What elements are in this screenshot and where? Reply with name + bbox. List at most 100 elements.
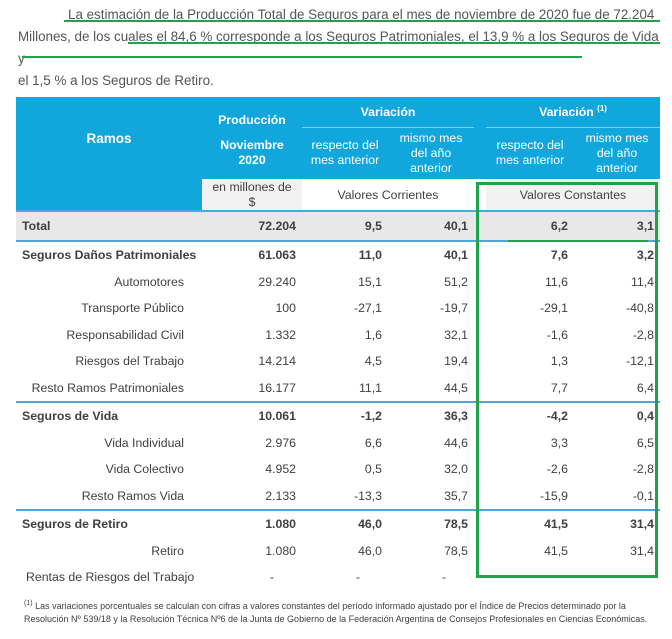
var-ano-constante: -2,8 — [632, 327, 655, 342]
var-ano-corriente: 44,5 — [444, 380, 468, 395]
var-ano-corriente: 35,7 — [444, 488, 468, 503]
table-row: Resto Ramos Vida 2.133 -13,3 35,7 -15,9 -0,1 — [16, 483, 660, 511]
table-row: Riesgos del Trabajo 14.214 4,5 19,4 1,3 -12,1 — [16, 348, 660, 375]
row-label: Responsabilidad Civil — [66, 327, 184, 342]
produccion-value: 2.133 — [265, 488, 296, 503]
var-ano-corriente: 44,6 — [444, 435, 468, 450]
var-ano-constante: -40,8 — [625, 301, 655, 316]
var-ano-constante: -0,1 — [632, 488, 655, 503]
footnote: (1) Las variaciones porcentuales se calc… — [24, 600, 648, 624]
var-mes-corriente: 0,5 — [364, 462, 382, 477]
row-label: Transporte Público — [81, 301, 184, 316]
var-ano-corriente: -19,7 — [439, 301, 468, 316]
table-row: Seguros Daños Patrimoniales 61.063 11,0 40,… — [16, 241, 660, 269]
col-mes-anterior: respecto del mes anterior — [302, 127, 388, 179]
produccion-header: Producción — [202, 97, 302, 127]
var-mes-corriente: - — [355, 570, 360, 585]
produccion-value: 1.332 — [265, 327, 296, 342]
highlight-underline — [22, 56, 582, 58]
row-label: Total — [16, 211, 202, 242]
variacion-header: Variación — [302, 97, 474, 128]
var-ano-constante: 6,5 — [636, 435, 655, 450]
var-ano-constante: 31,4 — [574, 509, 661, 538]
intro-paragraph: La estimación de la Producción Total de … — [18, 4, 663, 92]
produccion-value: 61.063 — [258, 248, 296, 263]
highlight-underline — [64, 20, 660, 22]
produccion-value: 2.976 — [265, 435, 296, 450]
row-label: Rentas de Riesgos del Trabajo — [26, 570, 195, 585]
var-mes-constante: 41,5 — [486, 509, 574, 538]
var-ano-corriente: 36,3 — [388, 401, 474, 430]
row-label: Retiro — [151, 543, 184, 558]
var-ano-corriente: 51,2 — [444, 274, 468, 289]
var-mes-corriente: 15,1 — [358, 274, 382, 289]
produccion-value: 10.061 — [202, 401, 302, 430]
produccion-value: 14.214 — [258, 354, 296, 369]
variacion-constantes-header: Variación (1) — [486, 97, 661, 128]
var-mes-constante: -15,9 — [539, 488, 568, 503]
footnote-text: Las variaciones porcentuales se calculan… — [24, 601, 648, 624]
table-row: Automotores 29.240 15,1 51,2 11,6 11,4 — [16, 269, 660, 296]
intro-line-3: el 1,5 % a los Seguros de Retiro. — [18, 73, 214, 88]
produccion-value: 29.240 — [258, 274, 296, 289]
var-ano-constante: 0,4 — [574, 401, 661, 430]
produccion-value: 1.080 — [265, 543, 296, 558]
var-ano-constante — [574, 564, 660, 591]
produccion-value: 4.952 — [265, 462, 296, 477]
var-mes-constante: -2,6 — [546, 462, 568, 477]
var-mes-corriente: 46,0 — [358, 543, 382, 558]
table-row: Total 72.204 9,5 40,1 6,2 3,1 — [16, 211, 661, 242]
row-label: Automotores — [114, 274, 184, 289]
table-row: Resto Ramos Patrimoniales 16.177 11,1 44,5 7… — [16, 375, 660, 403]
var-ano-constante: -2,8 — [632, 462, 655, 477]
table-row: Responsabilidad Civil 1.332 1,6 32,1 -1,6 -2,… — [16, 322, 660, 349]
var-mes-corriente: 1,6 — [364, 327, 382, 342]
var-mes-constante: 11,6 — [544, 274, 568, 289]
table-row: Seguros de Vida 10.061 -1,2 36,3 -4,2 0,4 — [16, 401, 661, 430]
row-label: Seguros Daños Patrimoniales — [22, 248, 197, 263]
var-mes-corriente: 4,5 — [364, 354, 382, 369]
var-ano-corriente: 32,0 — [444, 462, 468, 477]
var-ano-corriente: 19,4 — [444, 354, 468, 369]
var-ano-corriente: 32,1 — [444, 327, 468, 342]
col-mes-anterior-const: respecto del mes anterior — [486, 127, 574, 179]
var-mes-constante: 7,7 — [550, 380, 568, 395]
var-mes-constante: -1,6 — [546, 327, 568, 342]
produccion-month: Noviembre — [220, 138, 284, 152]
var-ano-constante: -12,1 — [625, 354, 655, 369]
highlight-underline — [508, 240, 648, 242]
var-mes-constante — [486, 564, 574, 591]
row-label: Vida Individual — [104, 435, 184, 450]
var-ano-corriente: - — [441, 570, 446, 585]
produccion-unit: en millones de $ — [202, 179, 302, 212]
var-mes-constante: 7,6 — [550, 248, 568, 263]
var-ano-constante: 3,1 — [574, 211, 661, 242]
row-label: Riesgos del Trabajo — [75, 354, 184, 369]
table-row: Seguros de Retiro 1.080 46,0 78,5 41,5 31,4 — [16, 509, 661, 538]
row-label: Vida Colectivo — [105, 462, 184, 477]
var-ano-corriente: 78,5 — [444, 543, 468, 558]
table-row: Rentas de Riesgos del Trabajo - - - — [16, 564, 660, 591]
table-row: Retiro 1.080 46,0 78,5 41,5 31,4 — [16, 538, 660, 565]
table-row: Vida Colectivo 4.952 0,5 32,0 -2,6 -2,8 — [16, 456, 660, 483]
var-mes-corriente: 46,0 — [302, 509, 388, 538]
var-mes-constante: 3,3 — [550, 435, 568, 450]
table-row: Transporte Público 100 -27,1 -19,7 -29,1 -40,… — [16, 295, 660, 322]
produccion-year: 2020 — [238, 153, 266, 167]
produccion-value: 16.177 — [258, 380, 296, 395]
ramos-header: Ramos — [16, 97, 202, 179]
var-ano-constante: 31,4 — [630, 543, 655, 558]
var-ano-corriente: 78,5 — [388, 509, 474, 538]
var-mes-constante: 41,5 — [544, 543, 568, 558]
row-label: Seguros de Retiro — [16, 509, 202, 538]
var-mes-corriente: -1,2 — [302, 401, 388, 430]
table-row: Vida Individual 2.976 6,6 44,6 3,3 6,5 — [16, 430, 660, 457]
valores-corrientes-label: Valores Corrientes — [302, 179, 474, 212]
var-mes-corriente: 6,6 — [364, 435, 382, 450]
produccion-value: 100 — [275, 301, 296, 316]
produccion-value: - — [269, 570, 274, 585]
row-label: Resto Ramos Vida — [81, 488, 184, 503]
produccion-value: 72.204 — [202, 211, 302, 242]
intro-line-1: La estimación de la Producción Total de … — [68, 7, 655, 22]
var-mes-constante: 6,2 — [486, 211, 574, 242]
